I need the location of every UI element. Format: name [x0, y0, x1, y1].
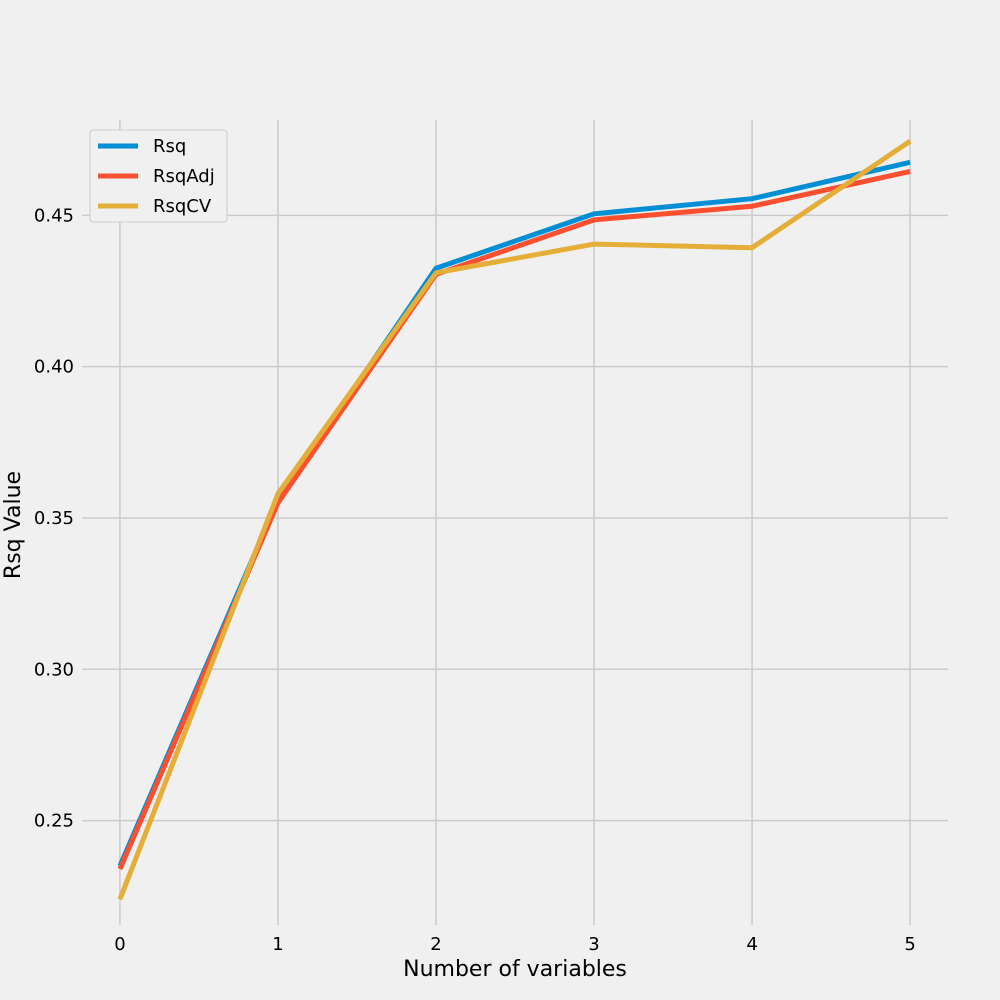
series-lines [117, 139, 912, 901]
x-tick-label: 4 [746, 934, 757, 955]
y-tick-label: 0.45 [34, 205, 74, 226]
series-line-rsqcv [117, 139, 912, 901]
y-tick-labels: 0.25 0.30 0.35 0.40 0.45 [34, 205, 74, 831]
y-tick-label: 0.35 [34, 508, 74, 529]
x-axis-label: Number of variables [403, 957, 627, 982]
y-tick-label: 0.40 [34, 357, 74, 378]
y-tick-label: 0.30 [34, 659, 74, 680]
x-tick-label: 2 [430, 934, 441, 955]
y-tick-label: 0.25 [34, 811, 74, 832]
legend-label: Rsq [153, 136, 186, 157]
x-tick-label: 5 [904, 934, 915, 955]
x-tick-label: 3 [588, 934, 599, 955]
legend-box [89, 129, 228, 223]
x-tick-label: 1 [272, 934, 283, 955]
legend-label: RsqAdj [153, 166, 215, 187]
legend: Rsq RsqAdj RsqCV [89, 129, 228, 223]
x-tick-label: 0 [114, 934, 125, 955]
legend-label: RsqCV [153, 196, 212, 217]
y-axis-label: Rsq Value [1, 471, 26, 579]
x-tick-labels: 0 1 2 3 4 5 [114, 934, 916, 955]
